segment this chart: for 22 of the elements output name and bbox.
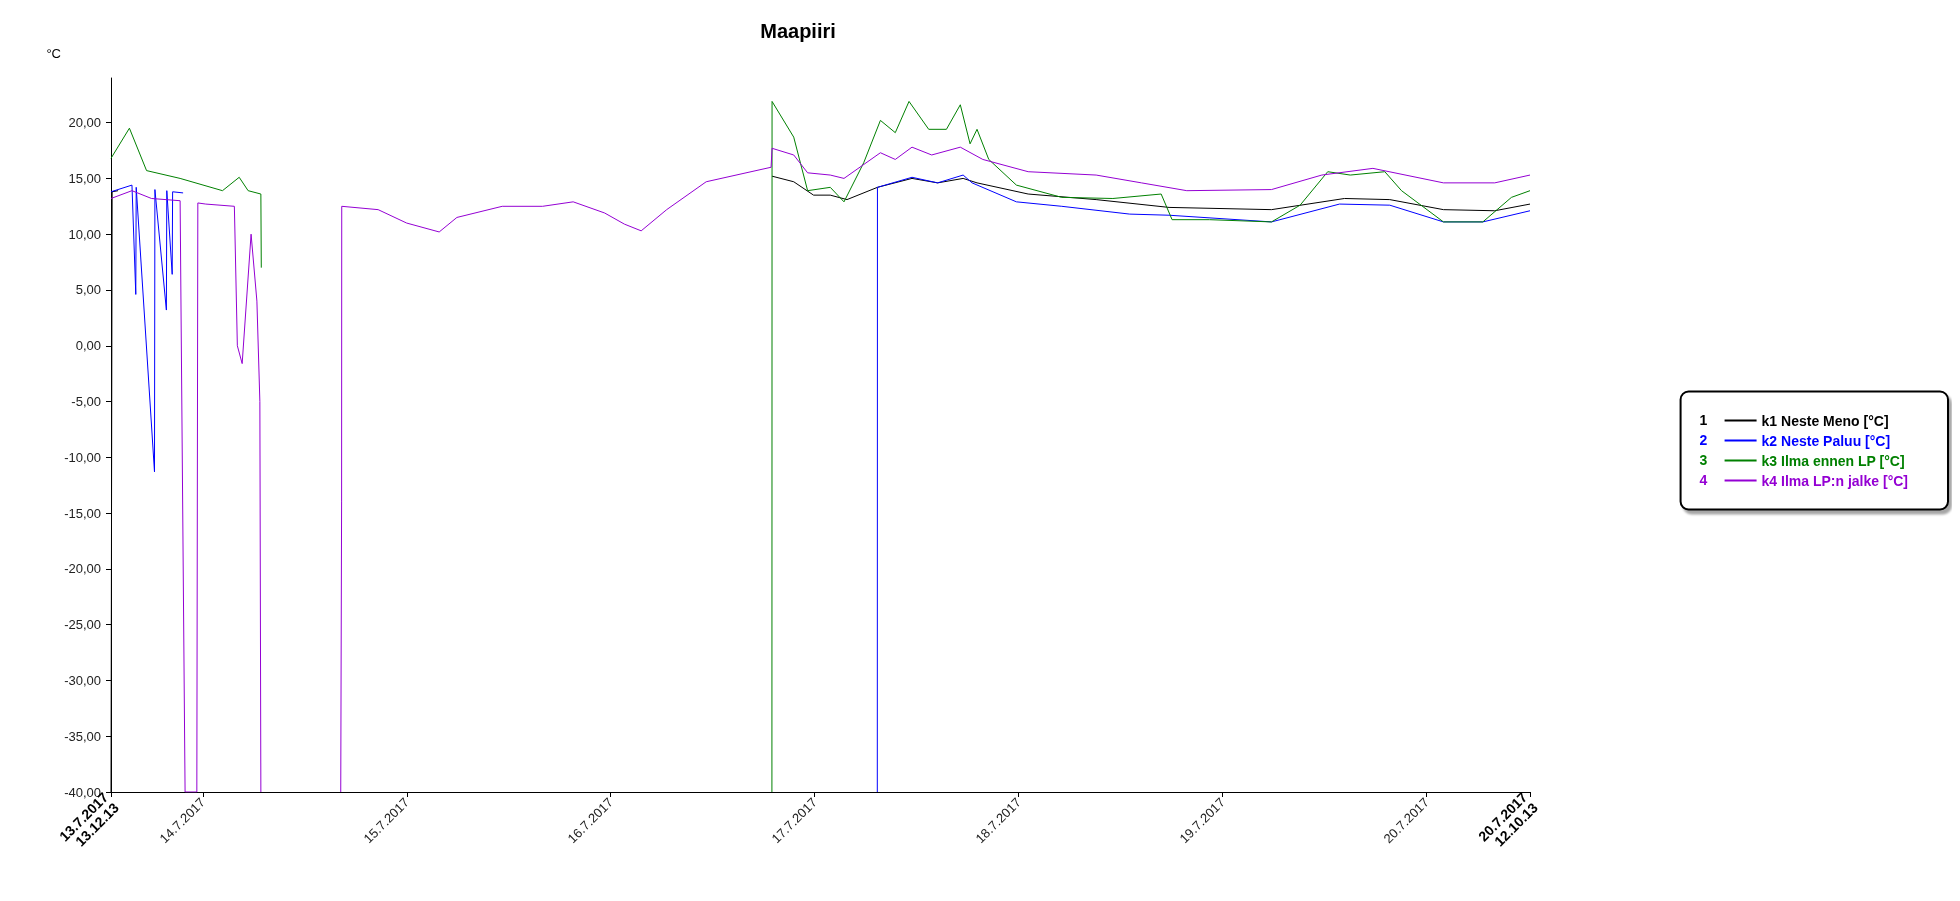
text: 2 <box>1699 431 1708 448</box>
text: 4 <box>1699 471 1708 488</box>
text: 3 <box>1699 451 1708 468</box>
y-tick-label: 0,00 <box>75 338 101 354</box>
legend-label: k2 Neste Paluu [°C] <box>1761 432 1891 449</box>
chart-title: Maapiiri <box>760 20 836 42</box>
y-tick-label: 10,00 <box>68 226 101 242</box>
y-tick-label: -30,00 <box>64 672 101 688</box>
legend-label: k3 Ilma ennen LP [°C] <box>1761 452 1905 469</box>
text: 1 <box>1699 411 1708 428</box>
y-tick-label: 20,00 <box>68 115 101 131</box>
y-tick-label: -20,00 <box>64 561 101 577</box>
legend-label: k4 Ilma LP:n jalke [°C] <box>1761 472 1908 489</box>
legend-label: k1 Neste Meno [°C] <box>1761 412 1889 429</box>
y-axis-title: °C <box>46 46 61 61</box>
y-tick-label: -35,00 <box>64 728 101 744</box>
y-tick-label: -25,00 <box>64 617 101 633</box>
y-tick-label: -5,00 <box>71 394 101 410</box>
y-tick-label: -10,00 <box>64 449 101 465</box>
y-tick-label: -15,00 <box>64 505 101 521</box>
y-tick-label: 5,00 <box>75 282 101 298</box>
y-tick-label: 15,00 <box>68 170 101 186</box>
